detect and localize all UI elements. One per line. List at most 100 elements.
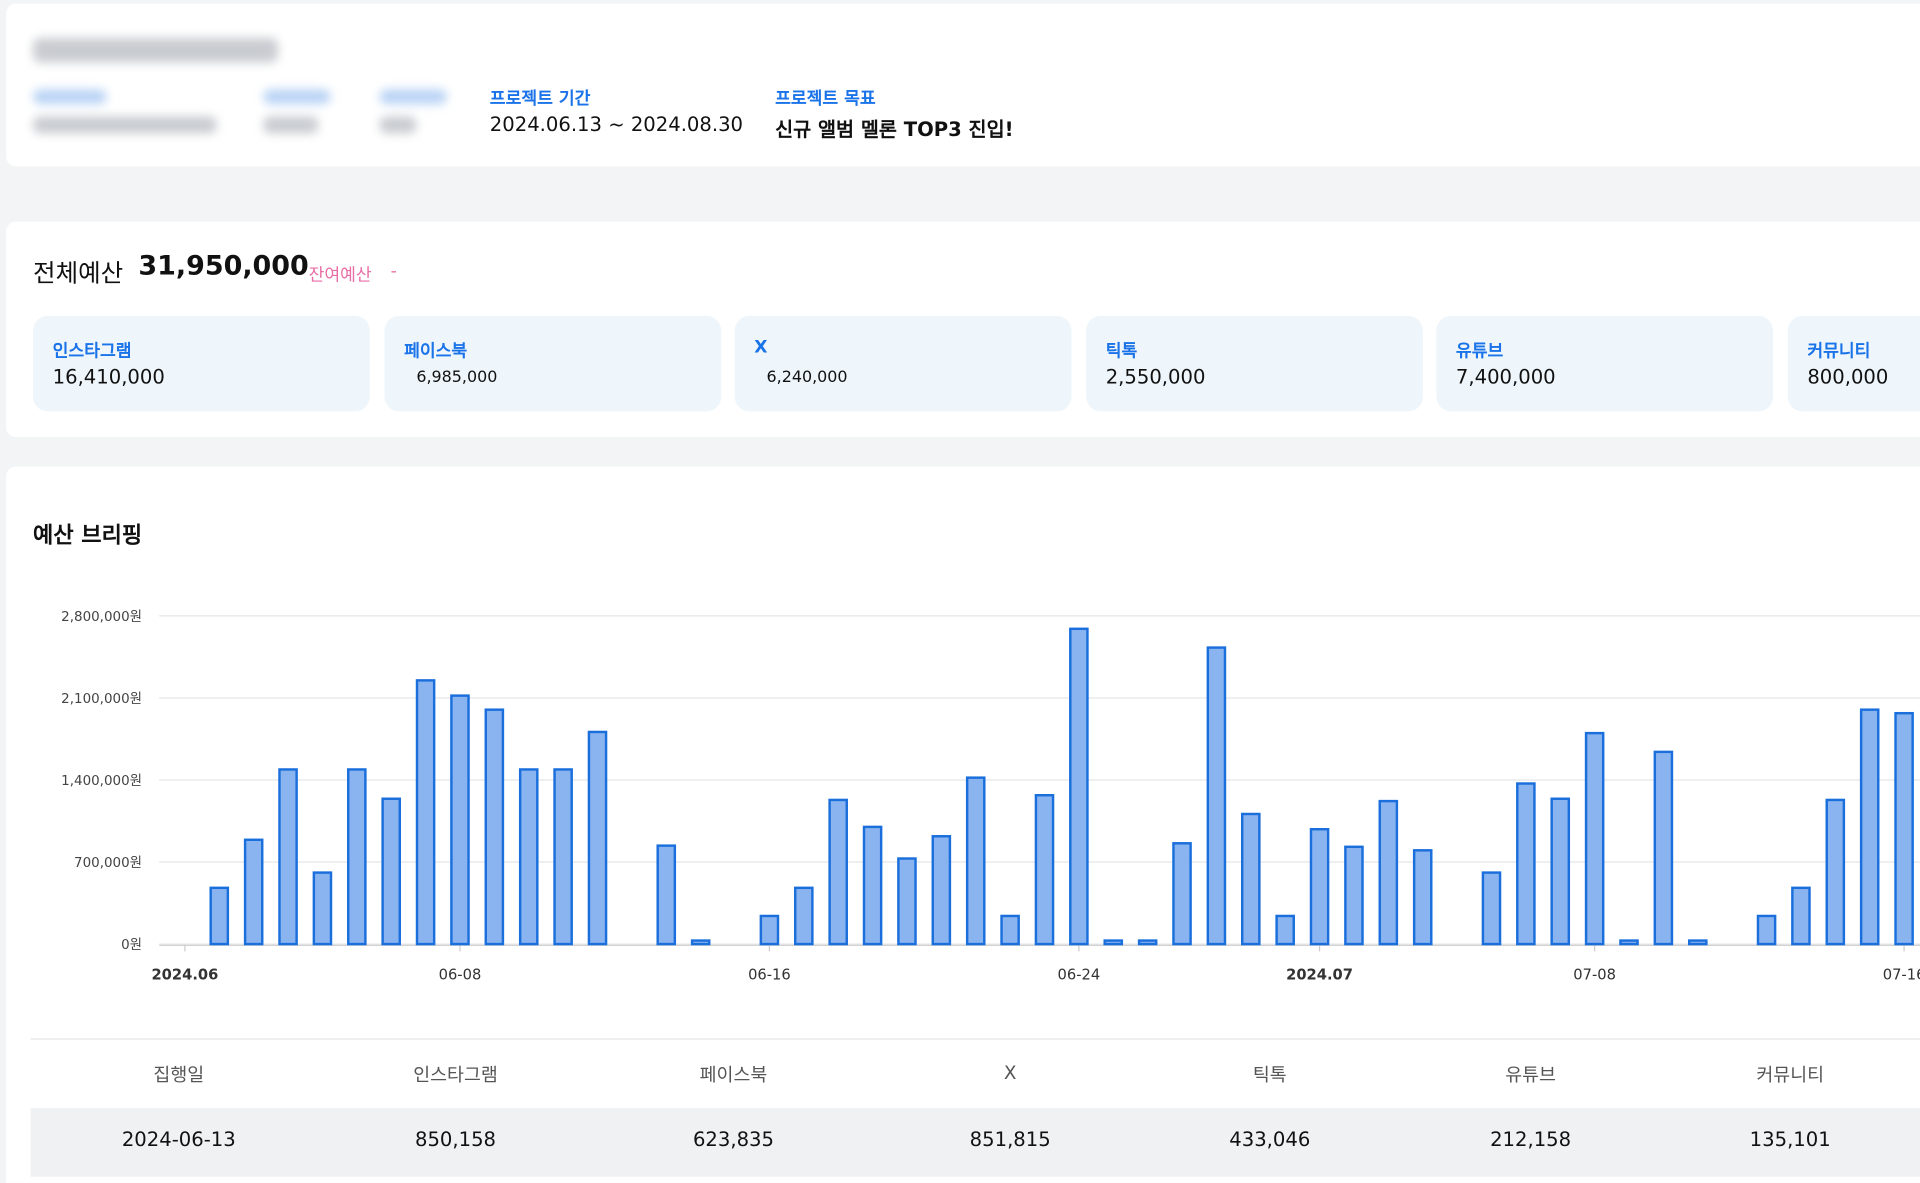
blurred bbox=[33, 89, 107, 105]
channel-amount: 2,550,000 bbox=[1105, 364, 1206, 389]
chart: 0원 700,000원 1,400,000원 2,100,000원 2,800,000원… bbox=[61, 609, 1920, 984]
table-header: 틱톡 bbox=[1252, 1064, 1287, 1087]
bar bbox=[1894, 711, 1914, 946]
channel-amount: 6,240,000 bbox=[766, 368, 848, 387]
y-tick-label: 1,400,000원 bbox=[61, 773, 142, 789]
row-bg bbox=[30, 1108, 1920, 1177]
bar bbox=[690, 939, 711, 946]
table-header: 집행일 bbox=[153, 1064, 205, 1087]
table-header: 페이스북 bbox=[699, 1064, 768, 1087]
y-tick-label: 0원 bbox=[121, 937, 142, 953]
channel-name: 인스타그램 bbox=[52, 341, 132, 362]
y-tick-label: 700,000원 bbox=[74, 855, 142, 871]
field-label: 프로젝트 기간 bbox=[489, 89, 591, 109]
bar bbox=[1240, 812, 1261, 946]
bar bbox=[1653, 750, 1674, 946]
blurred bbox=[263, 89, 331, 105]
table-header: 커뮤니티 bbox=[1756, 1064, 1824, 1087]
bar bbox=[1825, 798, 1846, 946]
y-tick-label: 2,800,000원 bbox=[61, 609, 142, 625]
channel-card bbox=[384, 315, 722, 412]
bar bbox=[381, 797, 401, 946]
bar bbox=[1791, 886, 1811, 946]
table-header: 유튜브 bbox=[1505, 1064, 1556, 1087]
field-value: 신규 앨범 멜론 TOP3 진입! bbox=[775, 117, 1014, 141]
table-cell: 850,158 bbox=[414, 1127, 497, 1152]
bar bbox=[656, 844, 677, 946]
channel-amount: 7,400,000 bbox=[1455, 364, 1556, 389]
channel-card bbox=[1787, 315, 1920, 412]
table-cell: 433,046 bbox=[1229, 1127, 1311, 1152]
bar bbox=[1481, 871, 1502, 946]
channel-amount: 800,000 bbox=[1807, 364, 1889, 389]
bar bbox=[347, 768, 367, 946]
table-cell: 212,158 bbox=[1490, 1127, 1572, 1152]
y-tick-label: 2,100,000원 bbox=[61, 691, 142, 707]
table-cell: 851,815 bbox=[969, 1127, 1051, 1152]
bar bbox=[1000, 914, 1020, 946]
project-card: 프로젝트 기간 2024.06.13 ~ 2024.08.30 프로젝트 목표 … bbox=[6, 3, 1920, 167]
blurred bbox=[33, 37, 278, 63]
blurred bbox=[379, 116, 417, 134]
bar bbox=[450, 694, 470, 946]
channel-card bbox=[33, 315, 370, 412]
x-tick-label: 2024.07 bbox=[1286, 967, 1353, 984]
bar bbox=[1069, 627, 1089, 946]
x-tick-label: 06-24 bbox=[1058, 967, 1101, 984]
bar bbox=[209, 886, 230, 946]
field-label: 프로젝트 목표 bbox=[775, 89, 876, 109]
field-value: 2024.06.13 ~ 2024.08.30 bbox=[489, 112, 744, 136]
channel-name: 페이스북 bbox=[404, 341, 468, 362]
channel-name: X bbox=[754, 337, 768, 358]
channel-amount: 16,410,000 bbox=[52, 364, 165, 389]
blurred bbox=[379, 89, 447, 105]
blurred bbox=[33, 116, 217, 134]
channel-card bbox=[1436, 315, 1774, 412]
bar bbox=[312, 871, 333, 946]
remaining-value: - bbox=[390, 262, 397, 282]
bar bbox=[1137, 939, 1158, 946]
x-tick-label: 07-08 bbox=[1573, 967, 1616, 984]
channel-amount: 6,985,000 bbox=[416, 368, 498, 387]
channel-name: 틱톡 bbox=[1105, 341, 1138, 362]
bar bbox=[1172, 842, 1192, 946]
budget-label: 전체예산 bbox=[33, 258, 124, 288]
x-tick-label: 2024.06 bbox=[151, 967, 218, 984]
bar bbox=[862, 825, 883, 946]
bar bbox=[965, 776, 986, 946]
channel-card bbox=[734, 315, 1072, 412]
channel-card bbox=[1086, 315, 1423, 412]
bar bbox=[794, 886, 814, 946]
table-header: X bbox=[1003, 1061, 1017, 1084]
bar bbox=[1619, 939, 1639, 946]
table-cell: 623,835 bbox=[692, 1127, 774, 1152]
bar bbox=[897, 857, 917, 946]
bar bbox=[243, 838, 264, 946]
bar bbox=[415, 679, 436, 946]
bar bbox=[587, 730, 608, 946]
bar bbox=[518, 768, 539, 946]
bar bbox=[1103, 939, 1124, 946]
bar bbox=[1275, 914, 1295, 946]
bar bbox=[1550, 797, 1571, 946]
table-cell: 2024-06-13 bbox=[121, 1127, 236, 1152]
bar bbox=[1378, 799, 1399, 946]
bar bbox=[278, 768, 298, 946]
bar bbox=[1412, 849, 1433, 946]
briefing-title: 예산 브리핑 bbox=[33, 522, 143, 549]
bar bbox=[1309, 828, 1330, 946]
bar bbox=[1034, 794, 1055, 946]
channel-name: 유튜브 bbox=[1455, 341, 1504, 362]
bar bbox=[484, 708, 505, 946]
x-tick-label: 06-08 bbox=[439, 967, 482, 984]
table-header: 인스타그램 bbox=[413, 1064, 498, 1087]
bar bbox=[1756, 914, 1777, 946]
table-cell: 135,101 bbox=[1749, 1127, 1831, 1152]
bar bbox=[1344, 845, 1364, 946]
bar bbox=[828, 798, 848, 946]
bar bbox=[1687, 939, 1708, 946]
remaining-label: 잔여예산 bbox=[308, 265, 372, 286]
bar bbox=[1206, 646, 1227, 946]
